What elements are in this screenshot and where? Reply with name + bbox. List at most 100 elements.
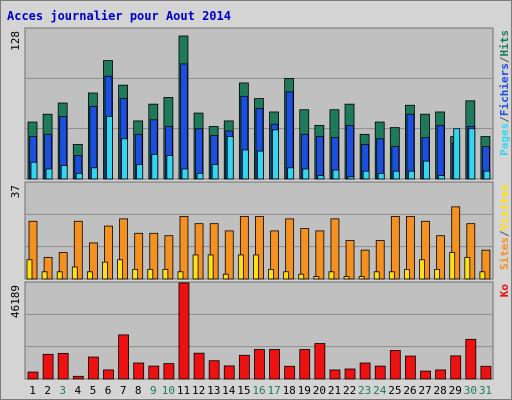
x-label-day-20: 20 bbox=[313, 384, 326, 397]
bar-sites-8 bbox=[132, 268, 139, 280]
x-label-day-24: 24 bbox=[373, 384, 387, 397]
x-label-day-27: 27 bbox=[418, 384, 431, 397]
bar-pages-11 bbox=[181, 168, 189, 180]
bar-ko-21 bbox=[329, 369, 341, 380]
bar-ko-24 bbox=[374, 365, 386, 380]
chart-title: Acces journalier pour Aout 2014 bbox=[7, 9, 231, 23]
bar-pages-20 bbox=[317, 175, 325, 180]
bar-sites-25 bbox=[388, 271, 395, 280]
bar-fichiers-18 bbox=[285, 91, 294, 180]
bar-visites-17 bbox=[270, 230, 279, 280]
bar-visites-3 bbox=[58, 252, 68, 280]
bar-sites-29 bbox=[449, 252, 456, 280]
x-label-day-28: 28 bbox=[434, 384, 447, 397]
bar-pages-31 bbox=[483, 170, 491, 180]
bar-pages-22 bbox=[347, 176, 355, 180]
bar-ko-3 bbox=[57, 352, 69, 380]
x-label-day-17: 17 bbox=[267, 384, 280, 397]
bar-visites-10 bbox=[164, 235, 174, 280]
bar-sites-12 bbox=[192, 254, 199, 280]
bar-sites-15 bbox=[237, 254, 244, 280]
y-axis-max-label: 46189 bbox=[9, 285, 22, 318]
legend-entry: / bbox=[498, 116, 511, 123]
bar-sites-7 bbox=[117, 259, 123, 280]
bar-ko-28 bbox=[435, 369, 447, 380]
bar-pages-26 bbox=[408, 170, 415, 180]
bar-ko-30 bbox=[465, 338, 477, 380]
bar-visites-1 bbox=[28, 220, 38, 280]
bar-ko-14 bbox=[223, 365, 235, 380]
bar-sites-11 bbox=[177, 271, 184, 280]
bar-visites-24 bbox=[375, 240, 385, 280]
bar-visites-7 bbox=[119, 218, 128, 280]
x-label-day-21: 21 bbox=[328, 384, 341, 397]
y-axis-max-label: 128 bbox=[9, 31, 22, 51]
legend-entry: Sites bbox=[498, 237, 511, 270]
bar-pages-17 bbox=[272, 129, 279, 180]
bar-sites-27 bbox=[419, 259, 425, 280]
bar-ko-31 bbox=[480, 365, 492, 380]
x-label-day-11: 11 bbox=[177, 384, 190, 397]
bar-visites-14 bbox=[224, 230, 234, 280]
bar-visites-30 bbox=[466, 223, 476, 280]
x-label-day-9: 9 bbox=[150, 384, 157, 397]
bar-pages-6 bbox=[106, 116, 113, 180]
y-axis-max-label: 37 bbox=[9, 185, 22, 198]
legend: Pages/Fichiers/Hits bbox=[498, 30, 511, 156]
bar-fichiers-20 bbox=[315, 136, 324, 180]
bar-ko-13 bbox=[208, 360, 220, 380]
bar-pages-8 bbox=[136, 164, 144, 180]
panel-hits_files_pages: 128 Pages/Fichiers/Hits bbox=[9, 27, 511, 180]
legend-entry: Pages bbox=[498, 123, 511, 156]
bar-ko-22 bbox=[344, 368, 356, 380]
x-label-day-7: 7 bbox=[120, 384, 127, 397]
bar-fichiers-22 bbox=[346, 124, 354, 180]
bar-sites-13 bbox=[207, 254, 214, 280]
x-label-day-8: 8 bbox=[135, 384, 142, 397]
x-label-day-19: 19 bbox=[298, 384, 311, 397]
x-label-day-10: 10 bbox=[162, 384, 175, 397]
x-label-day-25: 25 bbox=[388, 384, 401, 397]
bar-pages-12 bbox=[196, 173, 204, 180]
bar-sites-14 bbox=[222, 273, 229, 280]
legend-entry: / bbox=[498, 56, 511, 63]
series-visites bbox=[28, 206, 491, 280]
bar-ko-10 bbox=[163, 363, 175, 380]
bar-pages-4 bbox=[75, 173, 83, 180]
bar-visites-18 bbox=[285, 218, 295, 280]
bar-visites-23 bbox=[360, 249, 370, 280]
bar-visites-26 bbox=[406, 216, 415, 280]
x-label-day-1: 1 bbox=[29, 384, 36, 397]
bar-visites-28 bbox=[436, 235, 446, 280]
bar-pages-13 bbox=[211, 164, 219, 180]
bar-ko-23 bbox=[359, 362, 371, 380]
bar-visites-29 bbox=[451, 206, 461, 280]
legend-entry: Hits bbox=[498, 30, 511, 57]
bar-visites-5 bbox=[88, 242, 98, 280]
chart-panels: 128Pages/Fichiers/Hits37Sites/Visites461… bbox=[9, 27, 511, 380]
bar-sites-24 bbox=[373, 271, 380, 280]
bar-visites-25 bbox=[390, 216, 400, 280]
x-label-day-2: 2 bbox=[44, 384, 51, 397]
bar-visites-12 bbox=[194, 223, 204, 280]
bar-ko-20 bbox=[314, 343, 326, 380]
bar-ko-16 bbox=[254, 349, 265, 380]
bar-visites-11 bbox=[179, 216, 189, 280]
bar-sites-3 bbox=[56, 271, 63, 280]
bar-visites-16 bbox=[255, 216, 264, 280]
bar-visites-13 bbox=[209, 223, 219, 280]
bar-ko-27 bbox=[420, 370, 431, 380]
bar-sites-5 bbox=[86, 271, 93, 280]
bar-sites-10 bbox=[162, 268, 169, 280]
bar-pages-19 bbox=[302, 168, 310, 180]
bar-pages-7 bbox=[121, 138, 128, 180]
bar-sites-6 bbox=[102, 261, 108, 280]
bar-pages-10 bbox=[166, 155, 174, 180]
x-label-day-18: 18 bbox=[283, 384, 296, 397]
bar-visites-21 bbox=[330, 218, 340, 280]
bar-sites-28 bbox=[434, 268, 441, 280]
bar-ko-7 bbox=[118, 334, 129, 380]
bar-visites-2 bbox=[43, 256, 53, 280]
bar-visites-31 bbox=[481, 249, 491, 280]
